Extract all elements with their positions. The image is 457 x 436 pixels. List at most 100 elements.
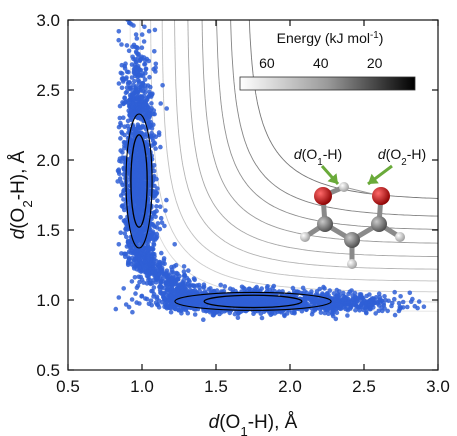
- scatter-point: [300, 285, 306, 291]
- scatter-point: [162, 223, 167, 229]
- scatter-point: [164, 268, 170, 274]
- colorbar-title: Energy (kJ mol-1): [277, 30, 384, 47]
- scatter-point: [159, 250, 164, 256]
- arrow-head: [327, 173, 338, 184]
- scatter-point: [341, 290, 346, 296]
- scatter-point: [158, 215, 164, 221]
- scatter-point: [152, 251, 157, 257]
- scatter-point: [151, 122, 156, 127]
- scatter-point: [154, 176, 159, 182]
- scatter-point: [122, 95, 127, 100]
- scatter-point: [158, 144, 163, 150]
- scatter-point: [134, 36, 140, 41]
- scatter-point: [143, 70, 148, 76]
- scatter-point: [160, 83, 165, 88]
- scatter-point: [149, 156, 155, 162]
- scatter-point: [156, 130, 162, 135]
- scatter-point: [116, 295, 122, 300]
- scatter-point: [164, 106, 169, 111]
- scatter-point: [126, 304, 132, 310]
- scatter-point: [326, 311, 331, 317]
- scatter-point: [254, 284, 259, 290]
- scatter-point: [118, 122, 124, 128]
- scatter-point: [383, 298, 389, 303]
- scatter-point: [124, 75, 129, 80]
- scatter-point: [150, 288, 155, 294]
- scatter-point: [121, 286, 126, 291]
- scatter-point: [138, 67, 144, 73]
- scatter-point: [154, 231, 160, 237]
- scatter-point: [201, 282, 207, 288]
- energy-contour: [174, 20, 438, 270]
- scatter-point: [221, 288, 227, 294]
- scatter-point: [158, 204, 163, 209]
- hydrogen-atom: [395, 232, 405, 242]
- scatter-point: [265, 284, 270, 289]
- distance-arrows: [320, 164, 393, 186]
- y-tick-label: 1.0: [36, 291, 60, 310]
- y-axis-label: d(O2-H), Å: [8, 150, 35, 239]
- scatter-point: [133, 84, 139, 89]
- scatter-point: [214, 288, 220, 293]
- scatter-point: [181, 269, 187, 274]
- y-tick-label: 3.0: [36, 11, 60, 30]
- scatter-point: [334, 287, 340, 293]
- scatter-point: [123, 61, 128, 66]
- scatter-point: [385, 308, 391, 314]
- scatter-point: [117, 176, 123, 181]
- scatter-point: [154, 208, 159, 214]
- scatter-point: [353, 308, 358, 313]
- scatter-point: [149, 126, 155, 131]
- oxygen-atom: [314, 187, 332, 205]
- scatter-point: [132, 78, 137, 84]
- scatter-point: [131, 23, 136, 28]
- scatter-point: [146, 58, 152, 64]
- scatter-point: [218, 282, 223, 288]
- scatter-point: [421, 304, 427, 310]
- scatter-point: [117, 171, 122, 176]
- colorbar-tick-label: 40: [313, 55, 329, 71]
- carbon-atom: [371, 216, 387, 232]
- scatter-point: [390, 300, 395, 306]
- scatter-point: [148, 84, 153, 90]
- scatter-point: [125, 118, 131, 124]
- scatter-point: [239, 284, 245, 290]
- scatter-point: [400, 299, 406, 305]
- scatter-point: [181, 277, 186, 283]
- scatter-point: [154, 294, 160, 300]
- scatter-point: [153, 61, 159, 67]
- scatter-point: [126, 69, 131, 75]
- arrow-head: [368, 173, 379, 184]
- scatter-point: [416, 299, 422, 304]
- scatter-point: [290, 285, 296, 291]
- scatter-point: [317, 286, 323, 292]
- scatter-point: [191, 283, 196, 288]
- scatter-point: [134, 59, 139, 65]
- scatter-point: [151, 285, 157, 290]
- scatter-point: [120, 150, 125, 155]
- scatter-point: [122, 207, 127, 213]
- scatter-point: [321, 284, 326, 290]
- scatter-point: [405, 304, 410, 310]
- scatter-point: [398, 294, 403, 299]
- scatter-point: [392, 312, 398, 318]
- scatter-point: [142, 24, 147, 30]
- scatter-point: [119, 85, 125, 91]
- scatter-point: [164, 197, 169, 203]
- scatter-point: [116, 81, 122, 86]
- molecule-label-o2h: d(O2-H): [378, 146, 426, 168]
- scatter-point: [208, 286, 213, 291]
- scatter-point: [392, 296, 397, 302]
- scatter-point: [157, 226, 163, 232]
- scatter-point: [392, 289, 398, 295]
- scatter-point: [138, 274, 143, 280]
- scatter-point: [181, 264, 187, 269]
- x-tick-label: 3.0: [426, 377, 450, 396]
- scatter-point: [352, 290, 358, 296]
- scatter-point: [192, 288, 198, 293]
- scatter-point: [149, 101, 154, 106]
- scatter-point: [143, 86, 148, 92]
- scatter-point: [271, 283, 277, 289]
- scatter-point: [247, 286, 252, 292]
- scatter-point: [124, 43, 130, 48]
